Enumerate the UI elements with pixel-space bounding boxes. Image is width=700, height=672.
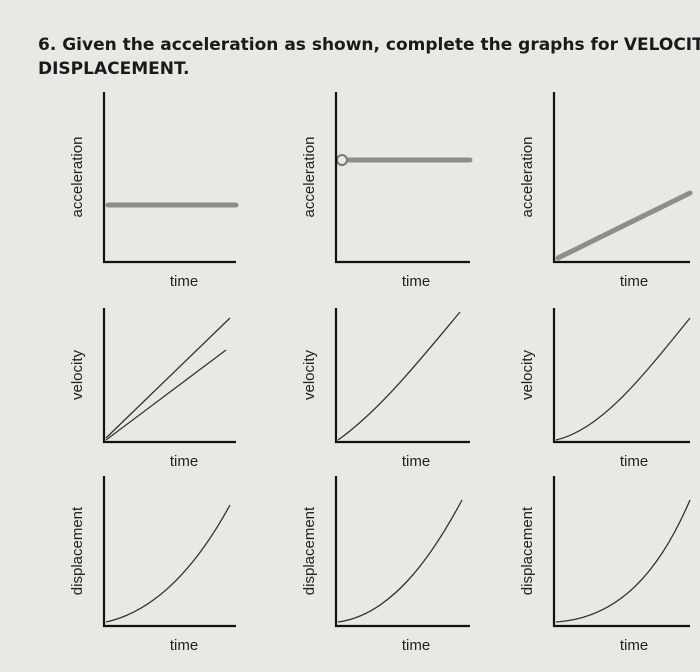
- axes: [102, 476, 236, 628]
- y-axis-label: acceleration: [519, 137, 536, 218]
- y-axis-label: displacement: [519, 506, 536, 595]
- axes: [334, 92, 470, 264]
- x-axis-label: time: [620, 637, 648, 654]
- axes: [552, 308, 690, 444]
- displacement-sketch: [105, 504, 231, 623]
- velocity-sketch: [555, 317, 691, 441]
- x-axis-label: time: [170, 273, 198, 290]
- x-axis-label: time: [402, 453, 430, 470]
- x-axis-label: time: [402, 273, 430, 290]
- axes: [102, 92, 236, 264]
- velocity-sketch: [105, 317, 231, 439]
- displacement-sketch: [337, 499, 463, 623]
- axes: [334, 476, 470, 628]
- y-axis-label: velocity: [69, 349, 86, 400]
- y-axis-label: displacement: [301, 506, 318, 595]
- question-line: DISPLACEMENT.: [38, 59, 189, 79]
- y-axis-label: velocity: [301, 349, 318, 400]
- x-axis-label: time: [170, 453, 198, 470]
- displacement-sketch: [555, 499, 691, 623]
- start-point: [336, 154, 348, 166]
- x-axis-label: time: [620, 273, 648, 290]
- x-axis-label: time: [620, 453, 648, 470]
- x-axis-label: time: [170, 637, 198, 654]
- axes: [552, 92, 690, 264]
- velocity-sketch: [105, 349, 227, 441]
- x-axis-label: time: [402, 637, 430, 654]
- axes: [334, 308, 470, 444]
- y-axis-label: acceleration: [69, 137, 86, 218]
- axes: [552, 476, 690, 628]
- acceleration-trace: [555, 190, 693, 261]
- velocity-sketch: [337, 311, 461, 441]
- question-line: 6. Given the acceleration as shown, comp…: [38, 35, 700, 55]
- axes: [102, 308, 236, 444]
- y-axis-label: velocity: [519, 349, 536, 400]
- y-axis-label: displacement: [69, 506, 86, 595]
- y-axis-label: acceleration: [301, 137, 318, 218]
